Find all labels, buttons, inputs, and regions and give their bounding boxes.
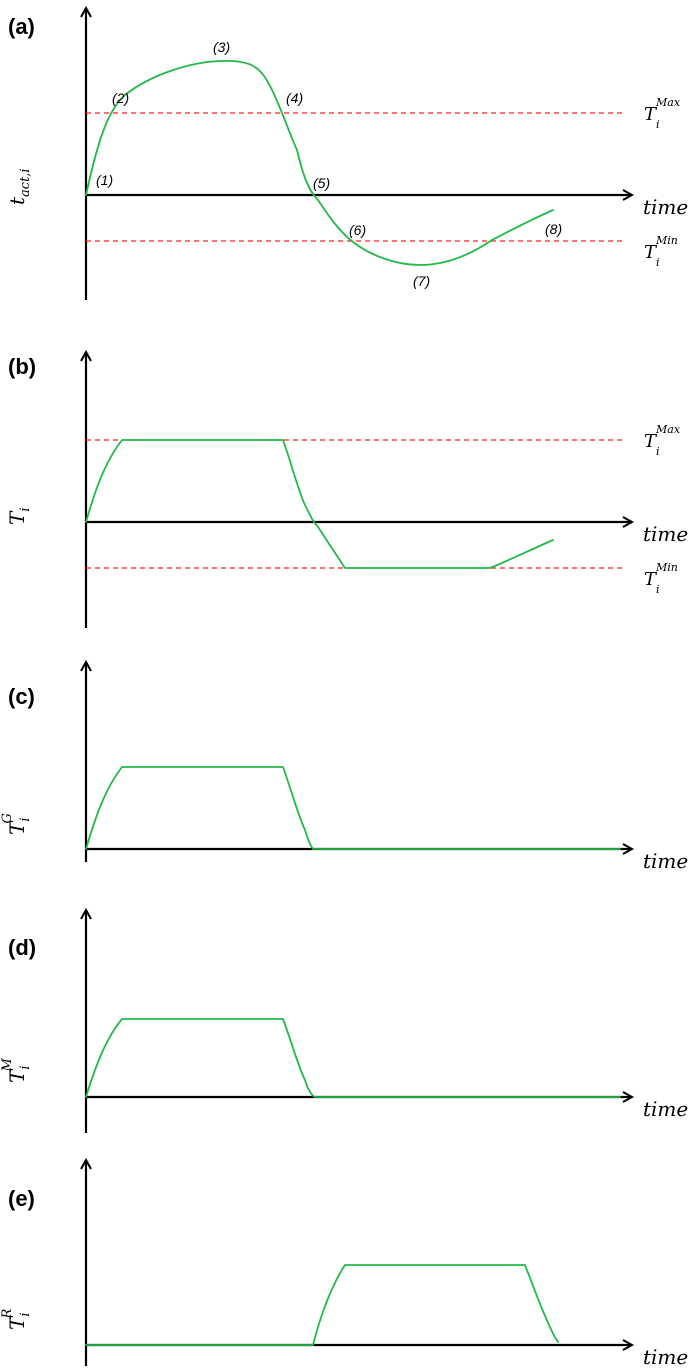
point-label-1: (1) [96, 172, 113, 188]
thr-max-sub-a: i [656, 118, 660, 131]
point-label-2: (2) [112, 90, 129, 106]
ylabel-main-d: T [5, 1068, 29, 1083]
thr-min-sub-b: i [656, 583, 660, 596]
panel-e: (e) time TiR [0, 1160, 688, 1369]
thr-min-T-a: T [644, 242, 658, 263]
panel-a: (a) time tact,i T i Max T i Min (1) (2) … [5, 8, 688, 300]
threshold-min-label-b: T i Min [644, 561, 678, 596]
thr-max-T-b: T [644, 431, 658, 452]
panel-c: (c) time TiG [0, 662, 688, 873]
thr-max-sub-b: i [656, 445, 660, 458]
point-label-7: (7) [413, 273, 430, 289]
panel-b: (b) time Ti T i Max T i Min [5, 352, 688, 628]
ylabel-sup-e: R [0, 1308, 15, 1319]
thr-max-sup-a: Max [655, 96, 681, 109]
y-axis-label-c: TiG [0, 813, 33, 835]
y-axis-label-b: Ti [5, 507, 33, 525]
panel-label-c: (c) [8, 684, 35, 709]
thr-min-T-b: T [644, 569, 658, 590]
ylabel-sub-e: i [18, 1312, 33, 1316]
point-label-6: (6) [349, 222, 366, 238]
threshold-max-label-b: T i Max [644, 423, 681, 458]
ylabel-main-c: T [5, 820, 29, 835]
thr-min-sup-b: Min [655, 561, 678, 574]
y-axis-label-d: TiM [0, 1057, 33, 1083]
ylabel-sub-a: act,i [18, 168, 33, 197]
panel-label-b: (b) [8, 354, 36, 379]
thr-min-sup-a: Min [655, 234, 678, 247]
x-axis-label-b: time [643, 522, 688, 546]
thr-max-T-a: T [644, 104, 658, 125]
ylabel-main-b: T [5, 510, 29, 525]
x-axis-label-a: time [643, 195, 688, 219]
thr-max-sup-b: Max [655, 423, 681, 436]
ylabel-sup-d: M [0, 1057, 15, 1072]
panel-label-d: (d) [8, 935, 36, 960]
point-label-5: (5) [313, 175, 330, 191]
panel-label-a: (a) [8, 14, 35, 39]
threshold-max-label-a: T i Max [644, 96, 681, 131]
thr-min-sub-a: i [656, 256, 660, 269]
signal-curve-d [85, 1018, 621, 1098]
signal-curve-b [85, 439, 554, 569]
ylabel-main-a: t [5, 196, 29, 205]
point-label-3: (3) [213, 39, 230, 55]
signal-curve-a [85, 60, 554, 266]
ylabel-sub-d: i [18, 1065, 33, 1069]
x-axis-label-e: time [643, 1345, 688, 1369]
point-label-4: (4) [286, 90, 303, 106]
point-label-8: (8) [545, 221, 562, 237]
signal-curve-e [85, 1264, 559, 1346]
ylabel-sub-b: i [18, 507, 33, 511]
threshold-min-label-a: T i Min [644, 234, 678, 269]
ylabel-main-e: T [5, 1315, 29, 1330]
ylabel-sub-c: i [18, 817, 33, 821]
x-axis-label-c: time [643, 849, 688, 873]
ylabel-sup-c: G [0, 813, 15, 823]
panel-d: (d) time TiM [0, 910, 688, 1133]
y-axis-label-a: tact,i [5, 168, 33, 205]
y-axis-label-e: TiR [0, 1308, 33, 1330]
x-axis-label-d: time [643, 1097, 688, 1121]
panel-label-e: (e) [8, 1186, 35, 1211]
signal-curve-c [85, 766, 621, 850]
